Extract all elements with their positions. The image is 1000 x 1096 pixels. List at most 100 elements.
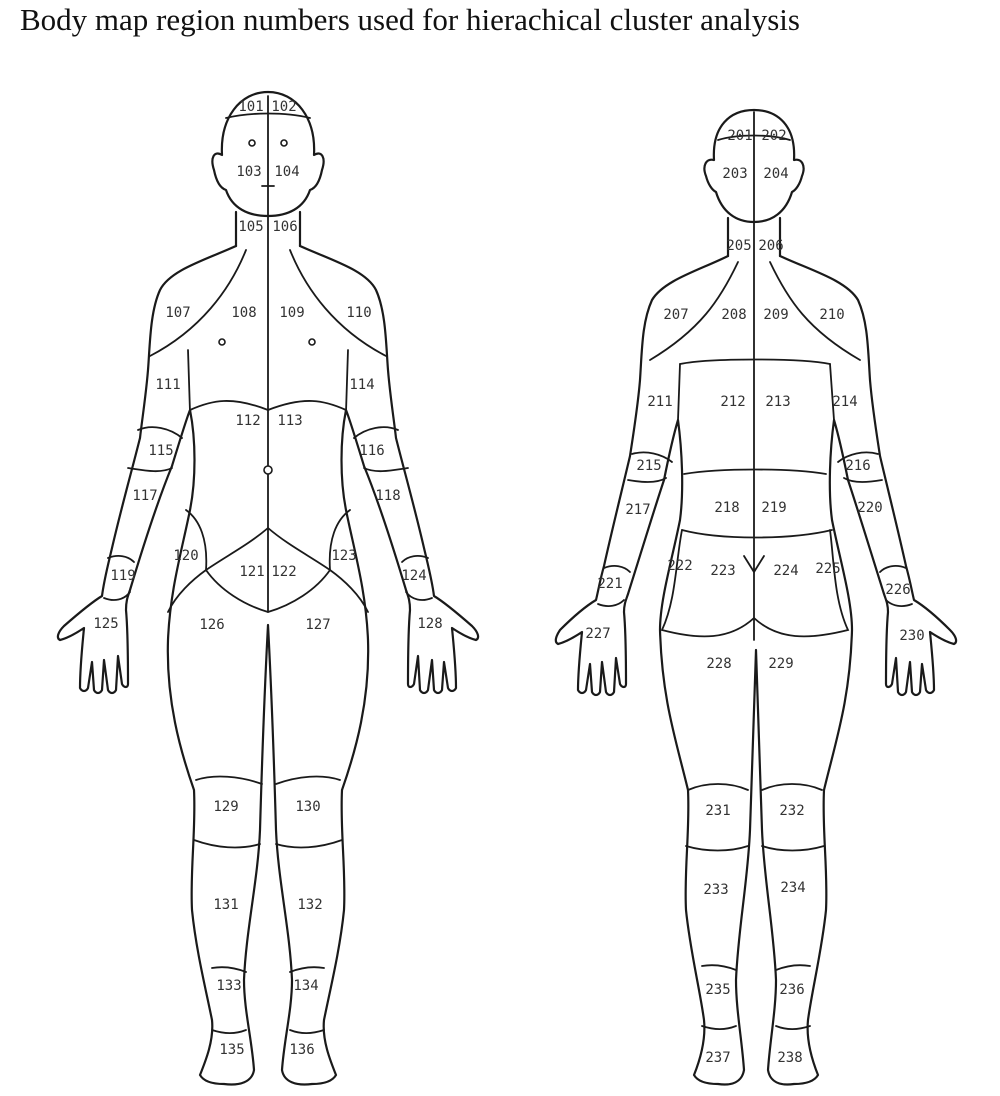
back-lower-back-line	[681, 529, 833, 539]
region-label-132: 132	[297, 897, 322, 913]
region-label-210: 210	[819, 307, 844, 323]
region-label-106: 106	[272, 219, 297, 235]
region-label-115: 115	[148, 443, 173, 459]
region-label-221: 221	[597, 576, 622, 592]
back-elbow-left	[627, 451, 673, 483]
region-label-217: 217	[625, 502, 650, 518]
region-label-223: 223	[710, 563, 735, 579]
back-waist-line	[683, 468, 827, 475]
front-wrist-right	[401, 555, 433, 601]
back-armpit-line	[677, 363, 835, 421]
region-label-230: 230	[899, 628, 924, 644]
region-label-105: 105	[238, 219, 263, 235]
front-elbow-right	[353, 426, 409, 473]
region-label-203: 203	[722, 166, 747, 182]
region-label-101: 101	[238, 99, 263, 115]
front-ankle-lines	[211, 966, 325, 1034]
region-label-124: 124	[401, 568, 426, 584]
region-label-129: 129	[213, 799, 238, 815]
figure-title: Body map region numbers used for hierach…	[20, 2, 800, 37]
region-label-219: 219	[761, 500, 786, 516]
region-label-225: 225	[815, 561, 840, 577]
region-label-216: 216	[845, 458, 870, 474]
region-label-202: 202	[761, 128, 786, 144]
front-chest-line	[189, 400, 347, 411]
region-label-103: 103	[236, 164, 261, 180]
back-buttock-lines	[660, 529, 850, 638]
region-label-215: 215	[636, 458, 661, 474]
region-label-226: 226	[885, 582, 910, 598]
front-elbow-left	[127, 426, 183, 473]
region-label-112: 112	[235, 413, 260, 429]
back-wrist-left	[597, 565, 631, 607]
region-label-234: 234	[780, 880, 805, 896]
region-label-227: 227	[585, 626, 610, 642]
region-label-208: 208	[721, 307, 746, 323]
back-body-figure	[554, 108, 958, 1086]
front-left-eye-marker	[248, 139, 256, 147]
region-label-231: 231	[705, 803, 730, 819]
region-label-224: 224	[773, 563, 798, 579]
region-label-130: 130	[295, 799, 320, 815]
region-label-214: 214	[832, 394, 857, 410]
back-ankle-lines	[701, 964, 811, 1030]
region-label-213: 213	[765, 394, 790, 410]
back-upper-back-line	[679, 358, 831, 365]
front-groin-line	[167, 569, 369, 613]
back-wrist-right	[879, 565, 913, 607]
region-label-108: 108	[231, 305, 256, 321]
region-label-128: 128	[417, 616, 442, 632]
region-label-117: 117	[132, 488, 157, 504]
region-label-134: 134	[293, 978, 318, 994]
region-label-235: 235	[705, 982, 730, 998]
front-armpit-line	[187, 349, 349, 413]
front-neck-outline	[234, 210, 302, 248]
region-label-120: 120	[173, 548, 198, 564]
region-label-218: 218	[714, 500, 739, 516]
region-label-113: 113	[277, 413, 302, 429]
region-label-229: 229	[768, 656, 793, 672]
region-label-122: 122	[271, 564, 296, 580]
back-knee-lines	[685, 783, 825, 852]
region-label-121: 121	[239, 564, 264, 580]
front-right-nipple-marker	[308, 338, 316, 346]
region-label-206: 206	[758, 238, 783, 254]
region-label-127: 127	[305, 617, 330, 633]
region-label-116: 116	[359, 443, 384, 459]
region-label-222: 222	[667, 558, 692, 574]
front-region-labels: 101 102 103 104 105 106 107 108 109 110 …	[93, 99, 442, 1058]
region-label-118: 118	[375, 488, 400, 504]
back-shoulder-line-right	[769, 261, 861, 361]
region-label-131: 131	[213, 897, 238, 913]
region-label-136: 136	[289, 1042, 314, 1058]
region-label-238: 238	[777, 1050, 802, 1066]
region-label-109: 109	[279, 305, 304, 321]
front-head-outline	[211, 90, 325, 218]
region-label-205: 205	[726, 238, 751, 254]
region-label-204: 204	[763, 166, 788, 182]
region-label-125: 125	[93, 616, 118, 632]
front-left-nipple-marker	[218, 338, 226, 346]
back-body-outline	[554, 254, 958, 1086]
front-wrist-left	[103, 555, 135, 601]
back-head-outline	[703, 108, 805, 224]
front-body-figure	[56, 90, 480, 1086]
back-neck-outline	[726, 216, 782, 258]
region-label-211: 211	[647, 394, 672, 410]
region-label-237: 237	[705, 1050, 730, 1066]
region-label-133: 133	[216, 978, 241, 994]
region-label-123: 123	[331, 548, 356, 564]
region-label-107: 107	[165, 305, 190, 321]
region-label-212: 212	[720, 394, 745, 410]
back-elbow-right	[837, 451, 883, 483]
region-label-228: 228	[706, 656, 731, 672]
front-body-outline	[56, 244, 480, 1086]
region-label-207: 207	[663, 307, 688, 323]
region-label-201: 201	[727, 128, 752, 144]
region-label-110: 110	[346, 305, 371, 321]
region-label-220: 220	[857, 500, 882, 516]
region-label-233: 233	[703, 882, 728, 898]
front-right-eye-marker	[280, 139, 288, 147]
front-shoulder-line-right	[289, 249, 387, 357]
front-navel-marker	[263, 465, 273, 475]
